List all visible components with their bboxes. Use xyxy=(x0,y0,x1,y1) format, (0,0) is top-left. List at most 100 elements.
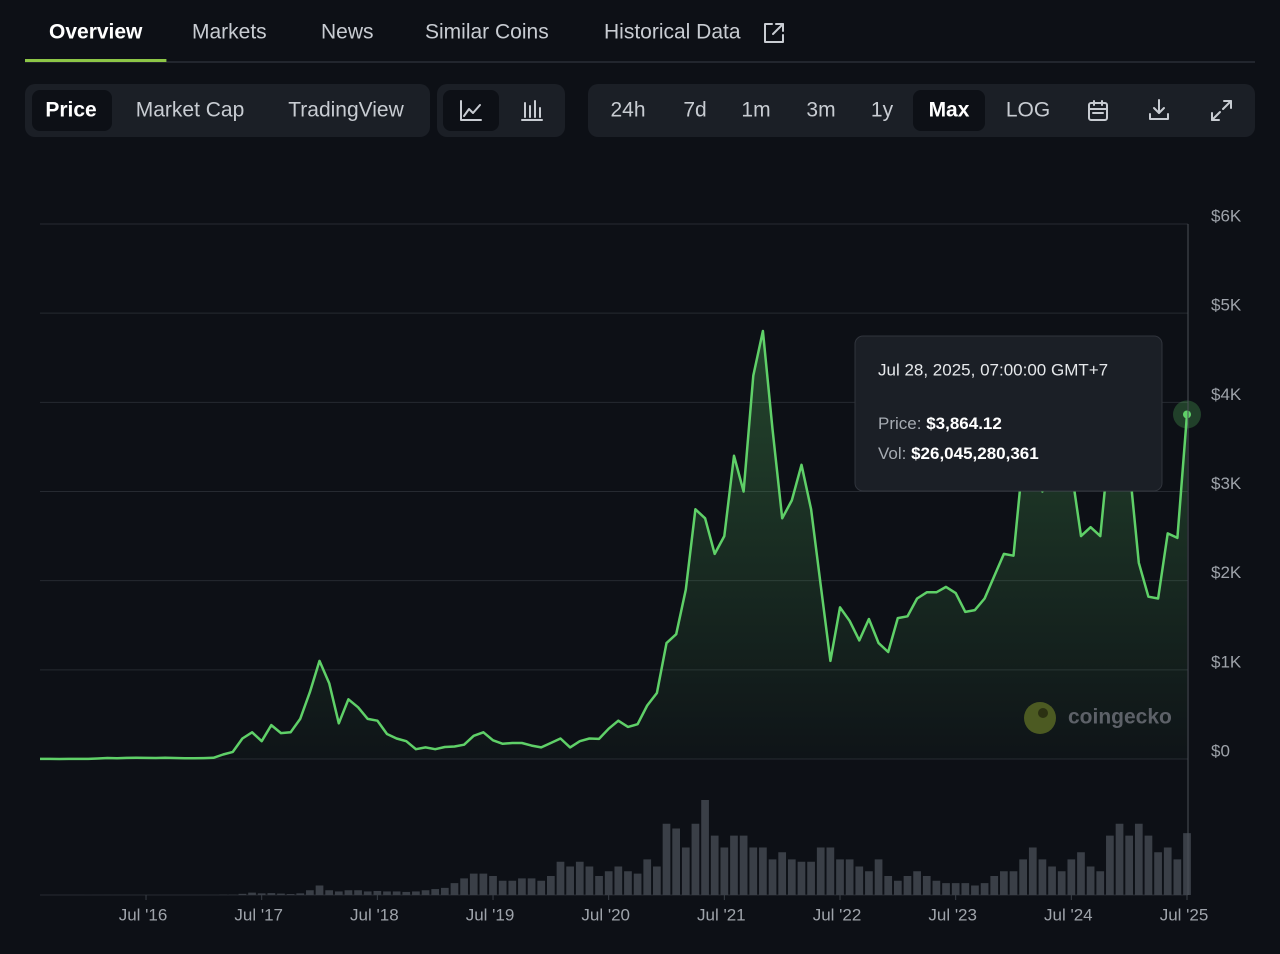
plot-area: $0 $1K $2K $3K $4K $5K $6K Jul '16 Jul '17 Jul '1… xyxy=(36,206,1242,924)
x-tick-label: Jul '21 xyxy=(697,905,746,924)
volume-bar xyxy=(1115,823,1124,895)
volume-bar xyxy=(1134,823,1143,895)
volume-bar xyxy=(807,861,815,895)
range-button[interactable]: 3m xyxy=(806,99,835,122)
range-button[interactable]: 1y xyxy=(871,99,894,122)
volume-bar xyxy=(1038,859,1047,895)
volume-bar xyxy=(334,891,343,895)
volume-bar xyxy=(450,883,459,895)
volume-bar xyxy=(980,883,989,895)
tab[interactable]: Historical Data xyxy=(604,21,741,44)
volume-bar xyxy=(248,892,256,895)
volume-bar xyxy=(421,890,430,895)
volume-bar xyxy=(942,883,950,895)
volume-bar xyxy=(903,876,912,895)
range-button[interactable]: Max xyxy=(929,99,970,122)
volume-bar xyxy=(354,890,362,895)
x-tick-label: Jul '22 xyxy=(813,905,862,924)
volume-bar xyxy=(672,828,681,895)
chart-type-button[interactable]: Price xyxy=(45,99,96,122)
price-line xyxy=(40,329,1189,761)
volume-bar xyxy=(1019,859,1027,895)
volume-bar xyxy=(585,866,594,895)
chart-type-group xyxy=(25,84,430,137)
volume-bar xyxy=(373,890,382,895)
price-area xyxy=(40,331,1187,759)
volume-bar xyxy=(797,861,806,895)
volume-bar xyxy=(653,866,661,895)
volume-bar xyxy=(739,835,748,895)
y-tick-label: $5K xyxy=(1211,296,1242,315)
volume-bar xyxy=(691,823,700,895)
volume-bar xyxy=(1173,859,1182,895)
calendar-icon[interactable] xyxy=(1088,100,1108,121)
volume-bar xyxy=(546,876,555,895)
volume-bar xyxy=(836,859,844,895)
x-tick-label: Jul '16 xyxy=(119,905,168,924)
volume-bar xyxy=(267,893,276,895)
x-tick-label: Jul '17 xyxy=(234,905,283,924)
volume-bar xyxy=(662,823,671,895)
chart-type-button[interactable]: Market Cap xyxy=(136,99,245,122)
volume-bar xyxy=(1183,833,1191,895)
volume-bar xyxy=(595,876,603,895)
volume-bar xyxy=(575,861,584,895)
volume-bar xyxy=(624,871,632,895)
volume-bar xyxy=(778,852,787,895)
volume-bar xyxy=(431,889,440,895)
volume-bar xyxy=(1144,835,1153,895)
volume-bar xyxy=(469,873,478,895)
x-tick-label: Jul '19 xyxy=(466,905,515,924)
volume-bar xyxy=(893,880,902,895)
tab[interactable]: Similar Coins xyxy=(425,21,549,44)
range-button[interactable]: 7d xyxy=(683,99,706,122)
volume-bar xyxy=(440,887,449,895)
watermark-text: coingecko xyxy=(1068,706,1172,729)
volume-bar xyxy=(643,859,652,895)
tooltip-vol: Vol: $26,045,280,361 xyxy=(878,444,1039,463)
volume-bar xyxy=(527,878,536,895)
volume-bar xyxy=(392,891,401,895)
range-button[interactable]: 24h xyxy=(610,99,645,122)
candlestick-icon[interactable] xyxy=(521,100,543,121)
hover-point xyxy=(1183,410,1191,419)
download-icon[interactable] xyxy=(1149,99,1169,120)
tab[interactable]: Markets xyxy=(192,21,267,44)
volume-bar xyxy=(518,878,526,895)
range-button[interactable]: 1m xyxy=(741,99,770,122)
x-tick-label: Jul '23 xyxy=(928,905,977,924)
volume-bar xyxy=(1028,847,1037,895)
chart-type-button[interactable]: TradingView xyxy=(288,99,404,122)
line-chart-icon[interactable] xyxy=(460,100,482,121)
volume-bar xyxy=(508,880,517,895)
volume-bar xyxy=(1096,871,1105,895)
volume-bar xyxy=(238,893,247,895)
tab[interactable]: Overview xyxy=(49,21,143,44)
volume-bar xyxy=(344,890,353,895)
volume-bar xyxy=(1000,871,1008,895)
volume-bar xyxy=(681,847,690,895)
volume-bar xyxy=(1067,859,1076,895)
fullscreen-icon[interactable] xyxy=(1211,100,1232,121)
volume-bar xyxy=(710,835,719,895)
volume-bar xyxy=(257,893,266,895)
y-tick-label: $0 xyxy=(1211,741,1230,760)
volume-bar xyxy=(845,859,854,895)
tab[interactable]: News xyxy=(321,21,374,44)
tooltip-price-value: $3,864.12 xyxy=(926,414,1002,433)
volume-bar xyxy=(479,873,488,895)
volume-bar xyxy=(566,866,574,895)
range-button[interactable]: LOG xyxy=(1006,99,1050,122)
watermark-logo xyxy=(1024,702,1056,734)
tooltip-date: Jul 28, 2025, 07:00:00 GMT+7 xyxy=(878,360,1108,379)
volume-bar xyxy=(826,847,835,895)
volume-bar xyxy=(604,871,613,895)
volume-bar xyxy=(325,890,334,895)
active-button-bg xyxy=(913,90,985,131)
volume-bar xyxy=(277,893,285,895)
volume-bar xyxy=(1086,866,1095,895)
buttons: Price Market Cap TradingView 24h 7d 1m 3m 1y Max… xyxy=(32,90,1050,131)
active-tab-underline xyxy=(25,59,167,62)
volume-bar xyxy=(1154,852,1162,895)
y-tick-label: $1K xyxy=(1211,652,1242,671)
